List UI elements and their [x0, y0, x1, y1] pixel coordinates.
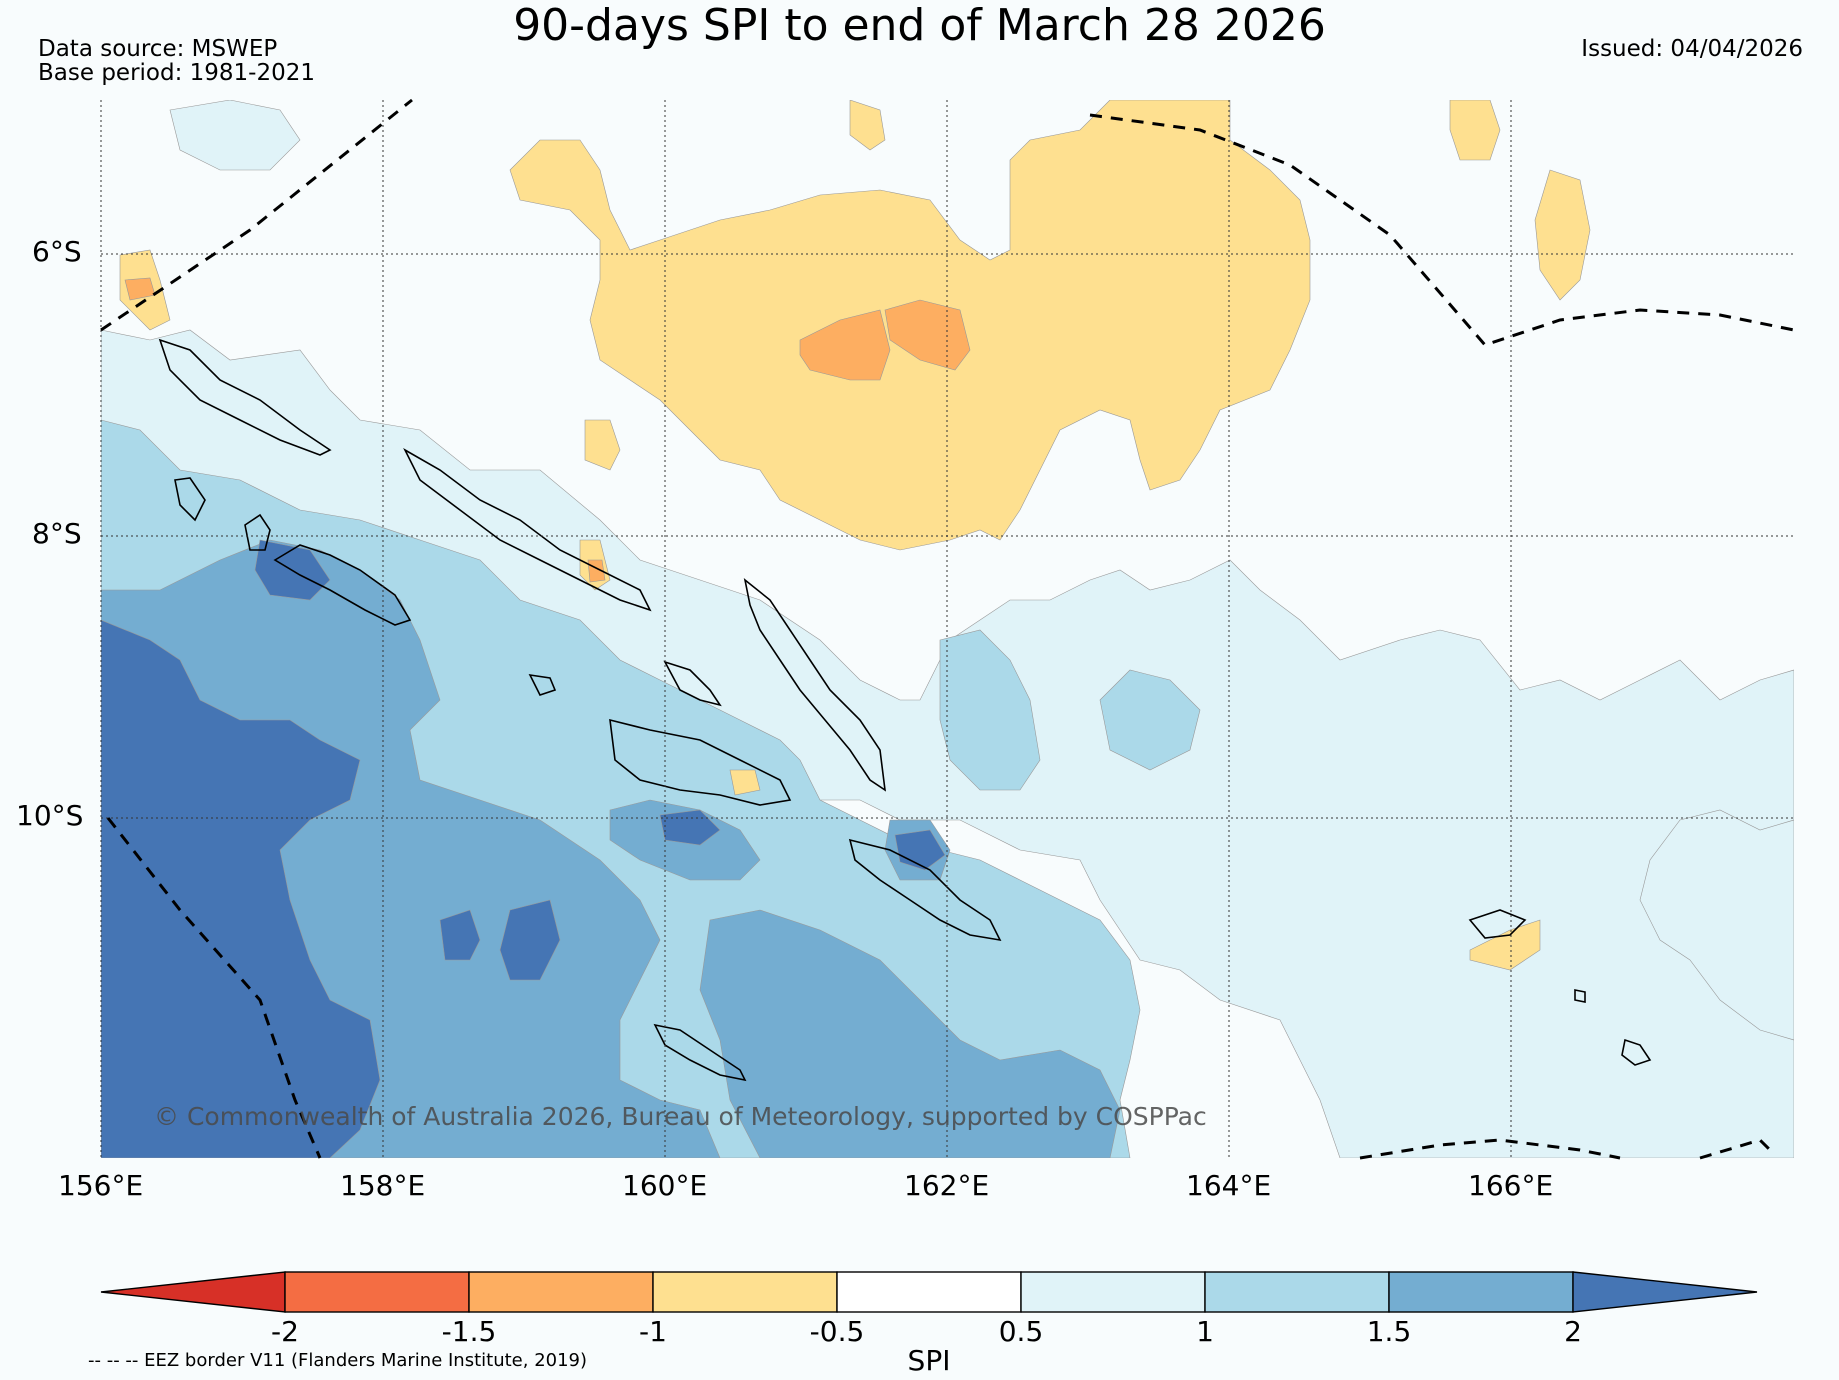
- spi-band-1-1-5: [1099, 669, 1201, 771]
- colorbar-bin: [284, 1271, 470, 1313]
- spi-band-0-5-1: [169, 100, 301, 171]
- spi-field: [101, 100, 1794, 1158]
- spi-band-gt-2: [659, 809, 721, 846]
- colorbar-tick-label: 2: [1564, 1315, 1582, 1348]
- spi-band-neg-0-5-neg-1: [1534, 169, 1591, 301]
- spi-band-gt-2: [101, 619, 381, 1158]
- colorbar-tick-label: 0.5: [998, 1315, 1044, 1348]
- spi-band-neg-0-5-neg-1: [729, 769, 761, 796]
- lat-label: 6°S: [32, 235, 82, 268]
- lon-label: 166°E: [1468, 1169, 1554, 1202]
- map-title: 90-days SPI to end of March 28 2026: [513, 0, 1326, 51]
- base-period-text: Base period: 1981-2021: [38, 60, 316, 86]
- eez-borders: [100, 98, 1795, 1160]
- graticule: [100, 100, 1794, 1158]
- lon-label: 162°E: [904, 1169, 990, 1202]
- colorbar-tick-label: -2: [271, 1315, 299, 1348]
- colorbar-tick-label: -1.5: [441, 1315, 497, 1348]
- spi-band-0-5-1: [1639, 809, 1794, 1041]
- lon-label: 158°E: [340, 1169, 426, 1202]
- colorbar-bin: [1388, 1271, 1574, 1313]
- eez-note: -- -- -- EEZ border V11 (Flanders Marine…: [88, 1350, 588, 1371]
- spi-band-1-1-5: [939, 629, 1041, 791]
- colorbar-bin: [468, 1271, 654, 1313]
- spi-band-neg-1-neg-1-5: [884, 299, 971, 371]
- spi-band-neg-1-neg-1-5: [799, 309, 891, 381]
- spi-band-gt-2: [499, 899, 561, 981]
- spi-band-neg-0-5-neg-1: [849, 100, 886, 151]
- colorbar-bin: [652, 1271, 838, 1313]
- colorbar-tick-label: -1: [639, 1315, 667, 1348]
- colorbar-label: SPI: [907, 1344, 951, 1377]
- spi-band-neg-0-5-neg-1: [1469, 919, 1541, 971]
- lat-label: 8°S: [32, 517, 82, 550]
- colorbar-bin: [836, 1271, 1022, 1313]
- colorbar-tick-label: 1.5: [1366, 1315, 1412, 1348]
- colorbar-tick-label: 1: [1196, 1315, 1214, 1348]
- copyright-notice: © Commonwealth of Australia 2026, Bureau…: [154, 1102, 1207, 1131]
- colorbar-bin: [1020, 1271, 1206, 1313]
- lat-label: 10°S: [16, 799, 84, 832]
- colorbar-extend-low: [100, 1271, 286, 1313]
- colorbar-tick-label: -0.5: [809, 1315, 865, 1348]
- colorbar-extend-high: [1572, 1271, 1758, 1313]
- issued-date: Issued: 04/04/2026: [1581, 36, 1803, 62]
- colorbar-bin: [1204, 1271, 1390, 1313]
- spi-band-gt-2: [894, 829, 946, 871]
- spi-band-neg-0-5-neg-1: [584, 419, 621, 471]
- colorbar: [100, 1271, 1758, 1313]
- data-source-text: Data source: MSWEP: [38, 36, 278, 62]
- spi-band-1-5-2: [699, 909, 1121, 1158]
- lon-label: 160°E: [622, 1169, 708, 1202]
- spi-band-gt-2: [439, 909, 481, 961]
- lon-label: 164°E: [1186, 1169, 1272, 1202]
- lon-label: 156°E: [58, 1169, 144, 1202]
- spi-band-neg-0-5-neg-1: [1449, 100, 1501, 161]
- coastlines: [158, 338, 1652, 1082]
